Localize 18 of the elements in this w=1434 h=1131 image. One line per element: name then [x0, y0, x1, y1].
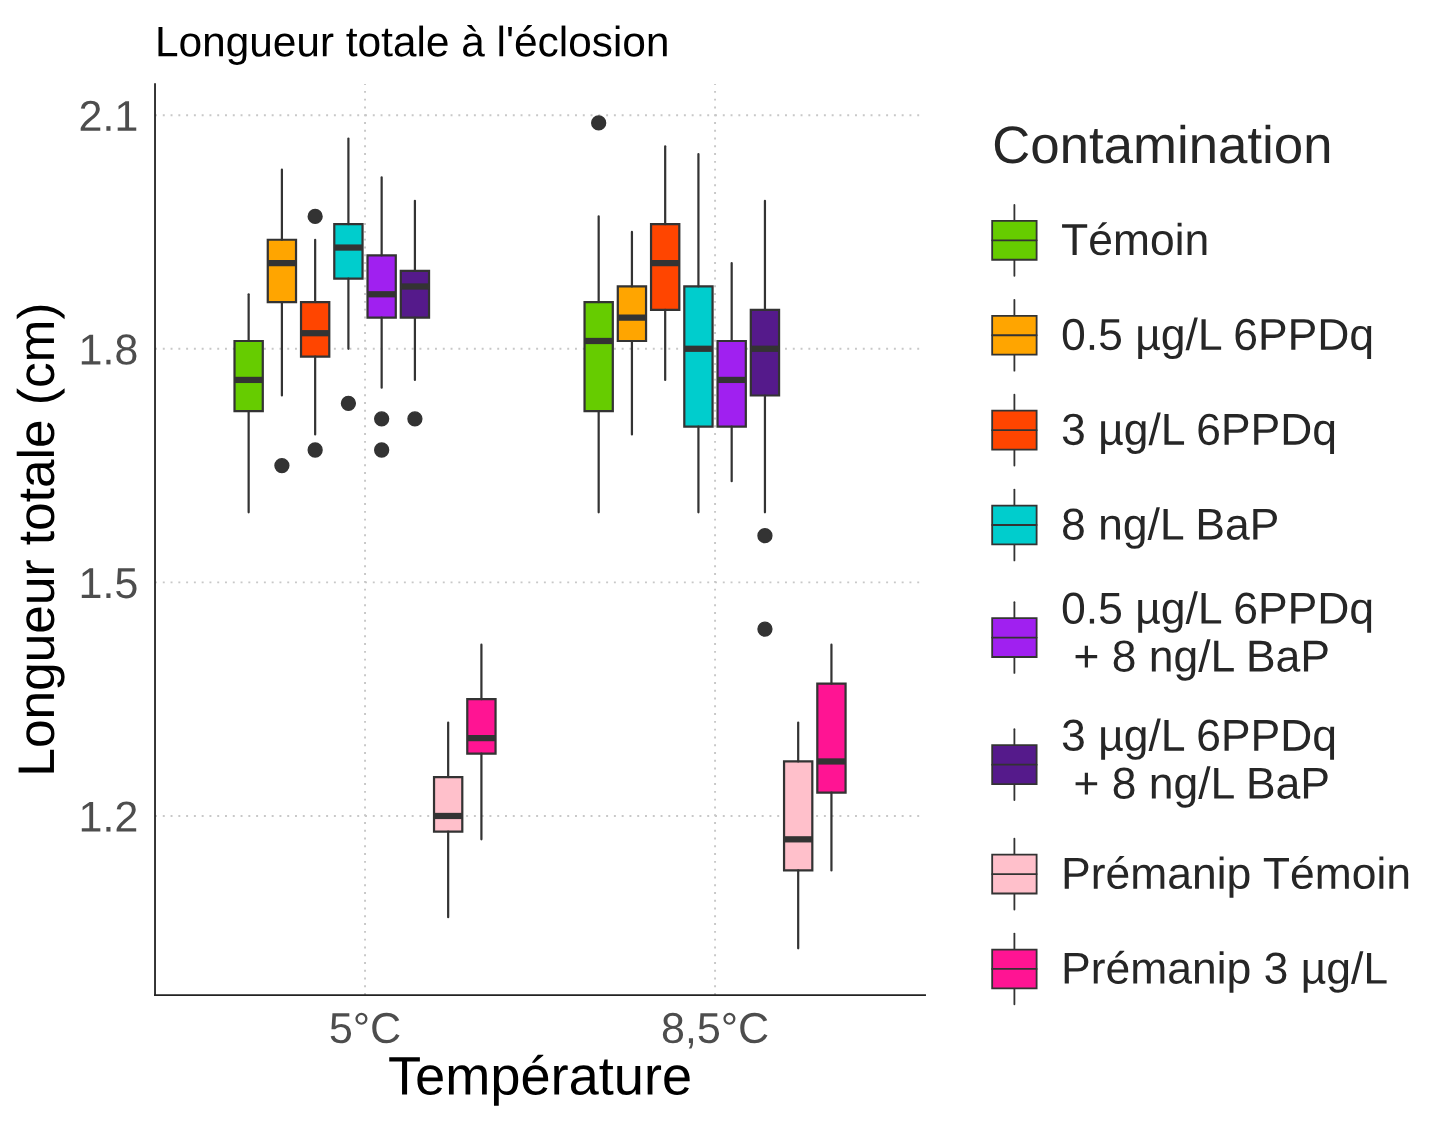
- legend-label: 0.5 µg/L 6PPDq + 8 ng/L BaP: [1062, 591, 1372, 681]
- x-axis-title: Température: [389, 1054, 690, 1106]
- legend-label: 3 µg/L 6PPDq + 8 ng/L BaP: [1062, 718, 1335, 808]
- y-tick-label: 1.2: [81, 801, 137, 832]
- legend-label: 3 µg/L 6PPDq: [1062, 412, 1335, 454]
- y-axis-title: Longueur totale (cm): [16, 305, 65, 773]
- x-tick-label: 8,5°C: [662, 1012, 768, 1049]
- legend-label: Prémanip Témoin: [1064, 855, 1409, 898]
- legend-label: 8 ng/L BaP: [1063, 507, 1277, 549]
- legend-label: 0.5 µg/L 6PPDq: [1062, 317, 1372, 360]
- legend-label: Prémanip 3 µg/L: [1064, 950, 1387, 993]
- x-tick-label: 5°C: [330, 1012, 400, 1044]
- y-tick-label: 1.5: [81, 568, 137, 599]
- y-tick-label: 2.1: [80, 100, 137, 131]
- y-tick-label: 1.8: [81, 334, 137, 365]
- legend-title: Contamination: [994, 124, 1330, 164]
- chart-title: Longueur totale à l'éclosion: [158, 25, 667, 66]
- legend-label: Témoin: [1062, 222, 1207, 256]
